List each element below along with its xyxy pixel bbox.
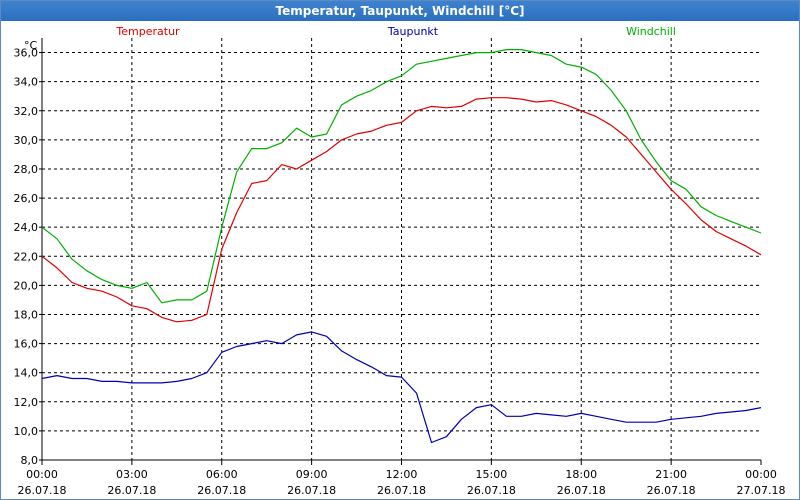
x-tick-time: 00:00 xyxy=(745,468,777,481)
series-line-taupunkt xyxy=(41,331,762,444)
y-tick-label: 20,0 xyxy=(14,279,39,292)
series-line-temperatur xyxy=(41,97,762,323)
x-tick-date: 26.07.18 xyxy=(557,484,606,497)
y-tick-label: 16,0 xyxy=(14,338,39,351)
x-tick-date: 26.07.18 xyxy=(107,484,156,497)
y-tick-label: 22,0 xyxy=(14,250,39,263)
x-tick-date: 26.07.18 xyxy=(467,484,516,497)
y-tick-label: 8,0 xyxy=(21,454,39,467)
x-tick-date: 26.07.18 xyxy=(647,484,696,497)
x-tick-date: 26.07.18 xyxy=(377,484,426,497)
x-tick-time: 18:00 xyxy=(565,468,597,481)
legend-taupunkt: Taupunkt xyxy=(387,25,439,38)
y-tick-label: 14,0 xyxy=(14,367,39,380)
x-tick-date: 26.07.18 xyxy=(18,484,67,497)
x-tick-time: 06:00 xyxy=(206,468,238,481)
chart-grid xyxy=(42,38,761,461)
x-tick-time: 12:00 xyxy=(386,468,418,481)
y-tick-label: 12,0 xyxy=(14,396,39,409)
x-tick-time: 00:00 xyxy=(26,468,58,481)
x-tick-date: 26.07.18 xyxy=(197,484,246,497)
y-tick-label: 18,0 xyxy=(14,308,39,321)
legend-windchill: Windchill xyxy=(626,25,676,38)
series-line-windchill xyxy=(41,48,762,304)
y-tick-label: 28,0 xyxy=(14,163,39,176)
y-tick-label: 10,0 xyxy=(14,425,39,438)
x-tick-time: 15:00 xyxy=(476,468,508,481)
y-tick-label: 30,0 xyxy=(14,134,39,147)
legend-temperatur: Temperatur xyxy=(115,25,180,38)
chart-series xyxy=(41,48,762,444)
x-tick-time: 09:00 xyxy=(296,468,328,481)
y-tick-label: 32,0 xyxy=(14,105,39,118)
chart-axes xyxy=(39,38,762,465)
window-title: Temperatur, Taupunkt, Windchill [°C] xyxy=(1,1,799,21)
y-tick-label: 24,0 xyxy=(14,221,39,234)
x-tick-time: 03:00 xyxy=(116,468,148,481)
chart-labels: 8,0 10,0 12,0 14,0 16,0 18,0 20,0 22,0 24,0 26,0 2… xyxy=(14,25,786,497)
y-tick-label: 26,0 xyxy=(14,192,39,205)
x-tick-time: 21:00 xyxy=(655,468,687,481)
x-tick-date: 26.07.18 xyxy=(287,484,336,497)
y-axis-unit: °C xyxy=(24,39,38,52)
x-tick-date: 27.07.18 xyxy=(737,484,786,497)
y-tick-label: 36,0 xyxy=(14,47,39,60)
y-tick-label: 34,0 xyxy=(14,76,39,89)
